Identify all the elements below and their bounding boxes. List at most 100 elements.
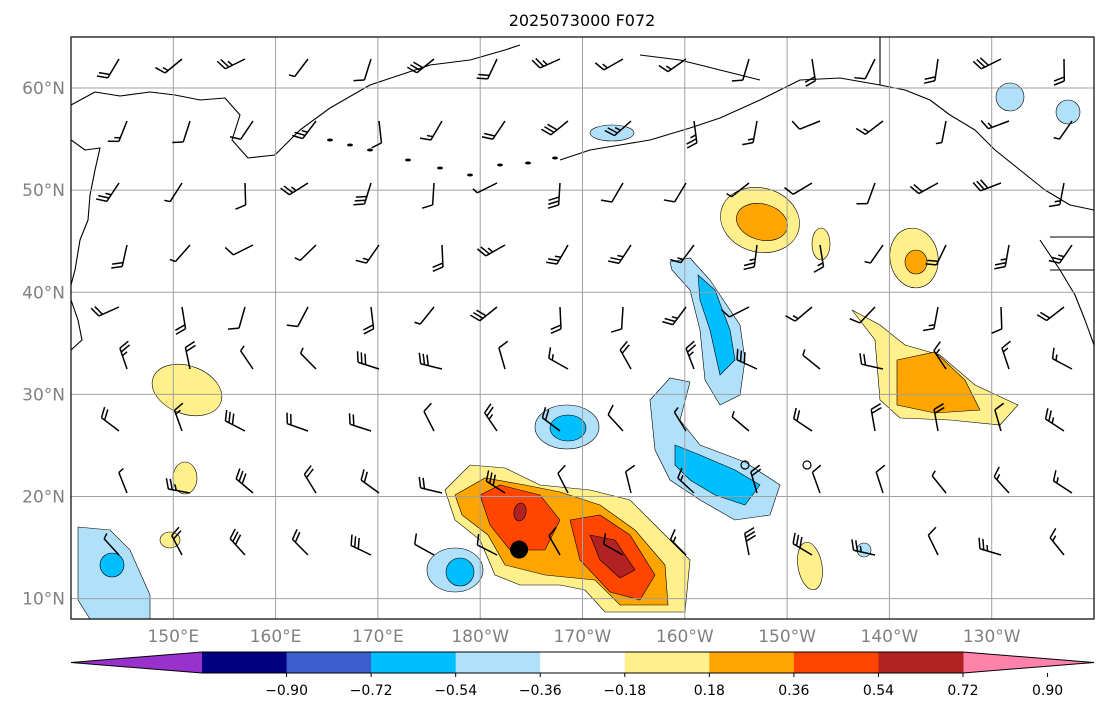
wind-barb bbox=[95, 182, 120, 203]
island bbox=[802, 460, 812, 470]
latitude-tick-label: 20°N bbox=[22, 487, 65, 507]
wind-barb bbox=[1053, 58, 1066, 86]
wind-barb bbox=[485, 470, 506, 494]
wind-barb bbox=[294, 244, 317, 262]
colorbar-label: 0.18 bbox=[694, 683, 725, 699]
wind-barb bbox=[360, 469, 380, 494]
island bbox=[497, 163, 503, 167]
wind-barb bbox=[229, 120, 254, 140]
colorbar-label: 0.90 bbox=[1032, 683, 1063, 699]
wind-barb bbox=[994, 402, 1005, 432]
map-frame bbox=[70, 36, 1095, 620]
island bbox=[552, 156, 558, 160]
latitude-tick-labels: 10°N 20°N 30°N 40°N 50°N 60°N bbox=[22, 79, 65, 610]
map-title: 2025073000 F072 bbox=[509, 11, 656, 30]
wind-barb bbox=[811, 464, 822, 494]
wind-barb bbox=[864, 244, 884, 264]
coastline bbox=[639, 54, 761, 81]
island bbox=[525, 161, 531, 165]
wind-barb bbox=[931, 470, 947, 494]
colorbar-label: −0.18 bbox=[603, 683, 646, 699]
wind-barb bbox=[849, 306, 876, 324]
coastline bbox=[71, 44, 521, 159]
wind-barb bbox=[856, 182, 876, 205]
colorbar-segment bbox=[371, 652, 457, 673]
wind-barb bbox=[855, 120, 884, 135]
negative-anomaly-region bbox=[589, 124, 635, 142]
wind-barb bbox=[363, 306, 375, 335]
colorbar-label: 0.36 bbox=[778, 683, 809, 699]
wind-barb bbox=[791, 120, 821, 130]
island bbox=[327, 138, 333, 142]
wind-barb bbox=[235, 182, 247, 210]
wind-barb bbox=[155, 58, 183, 74]
wind-barb bbox=[1048, 182, 1065, 208]
wind-barb bbox=[663, 182, 687, 203]
wind-barb bbox=[548, 347, 569, 370]
coastlines bbox=[71, 37, 1094, 470]
wind-barb bbox=[720, 306, 750, 318]
wind-barb bbox=[731, 410, 750, 432]
positive-anomaly-region bbox=[159, 531, 181, 549]
wind-barb bbox=[1052, 470, 1073, 494]
positive-anomaly-region bbox=[151, 364, 223, 416]
longitude-tick-label: 160°W bbox=[656, 627, 714, 647]
wind-barb bbox=[743, 244, 758, 271]
wind-barb bbox=[608, 244, 632, 265]
wind-barb bbox=[111, 244, 128, 269]
wind-barb bbox=[224, 244, 254, 256]
wind-barb bbox=[925, 244, 947, 266]
colorbar: −0.90 −0.72 −0.54 −0.36 −0.18 0.18 0.36 0.54 0.7… bbox=[70, 651, 1095, 699]
negative-anomaly-region bbox=[549, 414, 587, 442]
wind-barb bbox=[870, 403, 882, 432]
wind-barb bbox=[785, 306, 813, 322]
colorbar-label: −0.90 bbox=[265, 683, 308, 699]
wind-barb bbox=[1048, 244, 1073, 264]
wind-barb bbox=[235, 468, 254, 494]
wind-barb bbox=[418, 476, 443, 494]
colorbar-segment bbox=[540, 652, 626, 673]
colorbar-segment bbox=[878, 652, 964, 673]
colorbar-segment bbox=[793, 652, 879, 673]
island bbox=[437, 166, 443, 170]
wind-barb bbox=[406, 58, 435, 74]
wind-barb bbox=[854, 58, 876, 80]
wind-barb bbox=[547, 182, 561, 209]
latitude-tick-label: 30°N bbox=[22, 385, 65, 405]
wind-barb bbox=[619, 340, 632, 370]
wind-barb bbox=[557, 464, 569, 494]
colorbar-segment bbox=[202, 652, 288, 673]
wind-barb bbox=[784, 182, 813, 195]
wind-barb bbox=[90, 306, 120, 317]
wind-barb bbox=[550, 306, 562, 335]
wind-barb bbox=[935, 120, 947, 145]
colorbar-segment bbox=[624, 652, 710, 673]
wind-barb bbox=[1049, 528, 1065, 556]
wind-barb bbox=[802, 349, 821, 370]
wind-barb bbox=[851, 539, 876, 556]
wind-barb bbox=[472, 182, 498, 194]
wind-barb bbox=[610, 306, 624, 333]
wind-barb bbox=[993, 466, 1010, 494]
wind-barb bbox=[1036, 306, 1065, 322]
colorbar-label: −0.36 bbox=[519, 683, 562, 699]
negative-anomaly-region bbox=[697, 274, 736, 376]
coastline bbox=[71, 299, 83, 351]
wind-barb bbox=[299, 347, 317, 370]
negative-anomaly-region bbox=[1055, 99, 1081, 125]
wind-barb bbox=[980, 119, 1010, 130]
colorbar-label: 0.72 bbox=[947, 683, 978, 699]
wind-barb bbox=[171, 526, 183, 556]
colorbar-label: 0.54 bbox=[863, 683, 894, 699]
wind-barb bbox=[792, 532, 813, 556]
wind-barb bbox=[731, 58, 750, 82]
colorbar-segment bbox=[455, 652, 541, 673]
wind-barb bbox=[750, 464, 762, 494]
wind-barb bbox=[972, 57, 1002, 70]
colorbar-extension-high bbox=[963, 652, 1094, 673]
longitude-tick-labels: 150°E 160°E 170°E 180°W 170°W 160°W 150°W 140°W… bbox=[147, 627, 1020, 647]
wind-barb bbox=[607, 404, 624, 432]
colorbar-segment bbox=[286, 652, 372, 673]
wind-barb bbox=[103, 533, 120, 556]
